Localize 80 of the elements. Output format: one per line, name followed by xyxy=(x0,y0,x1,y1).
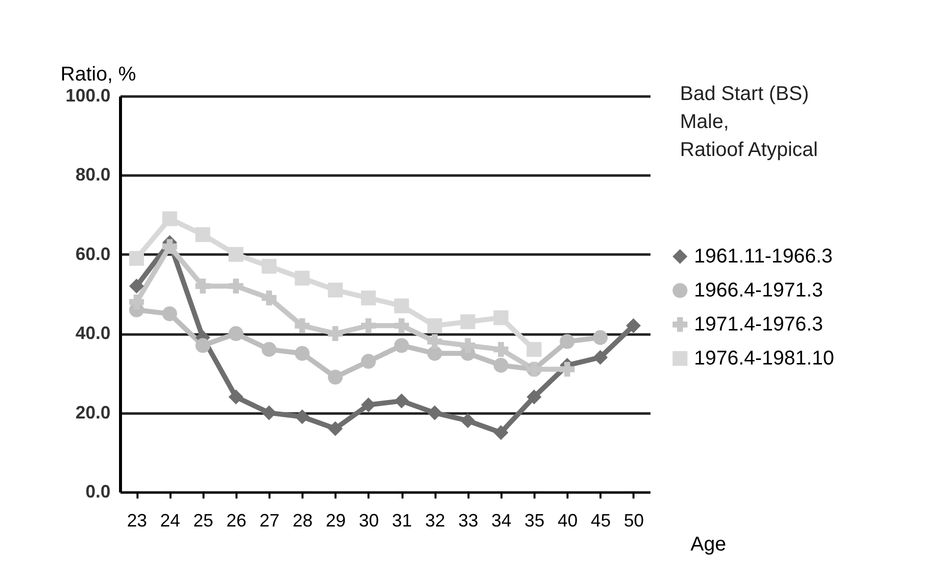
point xyxy=(328,421,343,436)
point xyxy=(394,338,409,353)
point xyxy=(526,342,542,357)
point xyxy=(494,310,508,326)
y-tick-label: 100.0 xyxy=(65,86,110,106)
x-tick-label: 28 xyxy=(292,510,313,530)
legend-label: 1966.4-1971.3 xyxy=(694,279,824,302)
x-tick-label: 45 xyxy=(590,510,611,530)
legend-label: 1976.4-1981.10 xyxy=(694,347,834,370)
point xyxy=(427,405,442,420)
point xyxy=(494,425,508,440)
y-tick-label: 80.0 xyxy=(75,164,110,185)
point xyxy=(294,409,310,424)
point xyxy=(262,342,276,357)
point xyxy=(228,278,244,294)
x-tick-label: 31 xyxy=(392,510,412,530)
x-tick-label: 25 xyxy=(193,510,214,530)
y-axis-title: Ratio, % xyxy=(60,64,136,86)
x-tick-label: 26 xyxy=(226,510,246,530)
point xyxy=(361,397,376,412)
x-tick-label: 27 xyxy=(260,510,280,530)
point xyxy=(626,318,641,334)
y-tick-label: 0.0 xyxy=(85,482,110,502)
x-tick-label: 29 xyxy=(326,510,346,530)
point xyxy=(394,394,409,408)
legend-label: 1971.4-1976.3 xyxy=(694,313,824,336)
point xyxy=(361,354,376,369)
point xyxy=(427,318,442,334)
x-tick-label: 32 xyxy=(425,510,446,530)
x-axis-title: Age xyxy=(690,534,726,556)
point xyxy=(228,246,244,262)
y-tick-label: 20.0 xyxy=(75,402,110,422)
point xyxy=(162,211,178,226)
point xyxy=(262,258,276,274)
point xyxy=(394,298,409,314)
point xyxy=(262,290,276,306)
point xyxy=(328,370,343,385)
point xyxy=(361,318,376,334)
x-tick-label: 50 xyxy=(624,510,644,530)
x-tick-label: 40 xyxy=(558,510,578,530)
y-tick-label: 40.0 xyxy=(75,323,110,344)
point xyxy=(427,346,442,361)
point xyxy=(526,390,542,404)
point xyxy=(460,314,476,330)
point xyxy=(427,334,442,349)
point xyxy=(494,358,508,373)
x-tick-label: 30 xyxy=(358,510,379,530)
point xyxy=(294,346,310,361)
point xyxy=(228,326,244,341)
point xyxy=(560,362,575,377)
point xyxy=(195,278,210,294)
point xyxy=(294,318,310,334)
x-tick-label: 33 xyxy=(458,510,478,530)
y-tick-label: 60.0 xyxy=(75,244,110,264)
point xyxy=(262,405,276,420)
x-tick-label: 35 xyxy=(524,510,545,530)
x-tick-label: 23 xyxy=(127,510,148,530)
point xyxy=(592,350,608,365)
point xyxy=(560,334,575,349)
point xyxy=(328,326,343,342)
point xyxy=(460,338,476,353)
point xyxy=(494,342,508,357)
point xyxy=(361,290,376,306)
point xyxy=(294,270,310,286)
point xyxy=(129,250,144,266)
point xyxy=(162,306,178,322)
point xyxy=(129,278,144,294)
point xyxy=(592,330,608,345)
point xyxy=(328,282,343,298)
point xyxy=(129,294,144,310)
x-tick-label: 34 xyxy=(491,510,512,530)
point xyxy=(228,390,244,404)
x-tick-label: 24 xyxy=(160,510,180,530)
legend-label: 1961.11-1966.3 xyxy=(694,245,833,268)
text: Bad Start (BS) Male, Ratioof Atypical xyxy=(680,83,818,161)
point xyxy=(394,318,409,334)
point xyxy=(195,338,210,353)
point xyxy=(162,239,178,254)
point xyxy=(195,227,210,242)
point xyxy=(460,413,476,428)
